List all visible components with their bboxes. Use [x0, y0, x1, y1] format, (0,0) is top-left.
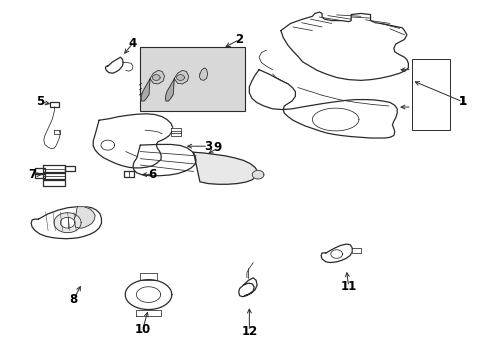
Text: 2: 2	[235, 33, 243, 46]
Polygon shape	[141, 79, 150, 101]
Polygon shape	[150, 71, 164, 84]
Polygon shape	[312, 108, 358, 131]
Polygon shape	[330, 250, 342, 258]
Polygon shape	[35, 174, 45, 178]
Text: 11: 11	[340, 280, 356, 293]
Polygon shape	[140, 273, 157, 280]
Polygon shape	[49, 102, 59, 107]
Text: 1: 1	[458, 95, 466, 108]
Text: 9: 9	[213, 141, 222, 154]
Polygon shape	[351, 248, 360, 253]
Polygon shape	[133, 144, 196, 176]
Polygon shape	[174, 71, 188, 84]
Text: 6: 6	[148, 168, 156, 181]
Polygon shape	[74, 207, 95, 228]
Polygon shape	[321, 244, 351, 262]
Polygon shape	[124, 171, 134, 177]
Polygon shape	[199, 68, 207, 80]
Polygon shape	[193, 152, 258, 184]
Polygon shape	[165, 79, 174, 101]
Polygon shape	[31, 207, 102, 239]
Polygon shape	[35, 167, 45, 173]
Polygon shape	[176, 75, 184, 80]
Polygon shape	[43, 180, 65, 186]
Polygon shape	[43, 165, 65, 172]
Polygon shape	[105, 57, 123, 73]
Polygon shape	[60, 217, 75, 228]
Text: 10: 10	[134, 323, 150, 336]
Polygon shape	[43, 173, 65, 179]
Polygon shape	[249, 70, 396, 138]
Bar	[411, 59, 448, 130]
Text: 1: 1	[458, 95, 466, 108]
Polygon shape	[65, 166, 75, 171]
Text: 7: 7	[28, 168, 36, 181]
Polygon shape	[101, 140, 114, 150]
Polygon shape	[54, 213, 81, 233]
Polygon shape	[252, 170, 264, 179]
Polygon shape	[125, 280, 171, 310]
Text: 8: 8	[70, 293, 78, 306]
Polygon shape	[54, 130, 60, 134]
Polygon shape	[170, 129, 180, 135]
Text: 5: 5	[36, 95, 44, 108]
Bar	[140, 46, 244, 111]
Text: 3: 3	[203, 140, 212, 153]
Polygon shape	[136, 310, 160, 316]
Polygon shape	[152, 75, 160, 80]
Text: 12: 12	[241, 325, 257, 338]
Polygon shape	[238, 278, 257, 297]
Polygon shape	[280, 12, 407, 80]
Text: 4: 4	[129, 36, 137, 50]
Polygon shape	[93, 114, 172, 168]
